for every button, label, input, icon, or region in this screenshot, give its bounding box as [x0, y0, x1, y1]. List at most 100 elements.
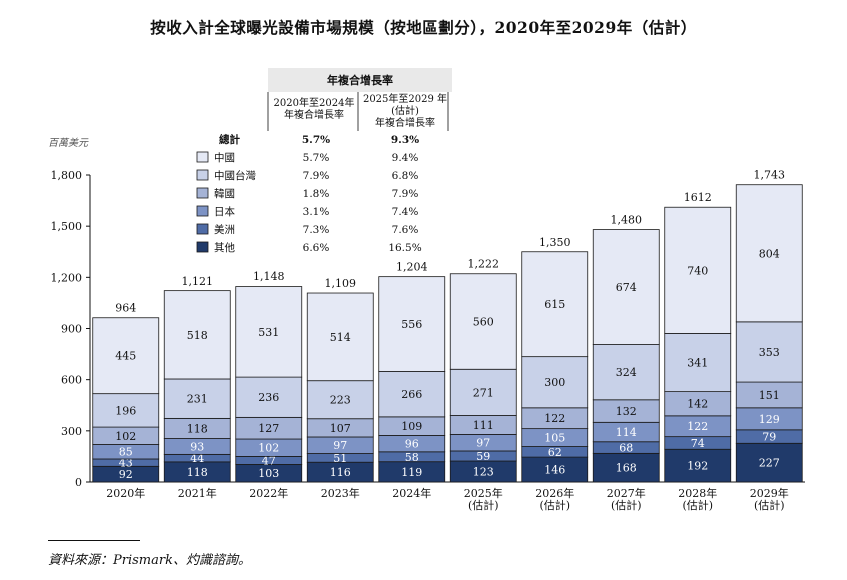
bar-value-label: 514	[330, 331, 351, 344]
bar-value-label: 123	[473, 466, 494, 479]
legend-label: 日本	[214, 205, 235, 218]
bar-value-label: 107	[330, 422, 351, 435]
bar-value-label: 129	[759, 413, 780, 426]
cagr-header: 年複合增長率	[327, 73, 393, 87]
bar-value-label: 300	[544, 376, 565, 389]
bar-segment-korea	[664, 391, 732, 417]
bar-total-label: 1,121	[182, 275, 214, 288]
x-tick-label: 2021年	[178, 486, 217, 500]
cagr-value-2025-2029: 7.9%	[392, 188, 419, 200]
bar-segment-china	[92, 317, 160, 395]
bar-value-label: 85	[119, 446, 133, 459]
cagr-value-2020-2024: 1.8%	[303, 188, 330, 200]
bar-segment-china	[664, 206, 732, 334]
cagr-value-2025-2029: 7.6%	[392, 224, 419, 236]
bar-total-label: 964	[115, 302, 136, 315]
bar-total-label: 1612	[684, 191, 712, 204]
source-note: 資料來源：Prismark、灼識諮詢。	[48, 553, 251, 568]
x-tick-label: 2029年	[750, 486, 789, 500]
bar-total-label: 1,204	[396, 261, 428, 274]
bar-value-label: 44	[190, 452, 204, 465]
bar-value-label: 59	[476, 450, 490, 463]
bar-value-label: 97	[333, 439, 347, 452]
bar-value-label: 62	[548, 446, 562, 459]
bar-value-label: 146	[544, 464, 565, 477]
x-tick-label: (估計)	[468, 498, 499, 512]
cagr-value-2020-2024: 7.3%	[303, 224, 330, 236]
bar-segment-china	[592, 229, 660, 345]
cagr-col2-header: 2025年至2029 年	[363, 92, 447, 105]
bar-segment-taiwan	[664, 333, 732, 393]
bar-value-label: 127	[258, 422, 279, 435]
bar-segment-china	[163, 290, 231, 380]
y-tick-label: 900	[61, 323, 82, 336]
legend-swatch-taiwan	[196, 169, 209, 181]
cagr-value-2025-2029: 9.4%	[392, 152, 419, 164]
y-tick-label: 1,800	[51, 169, 83, 182]
bar-value-label: 804	[759, 247, 780, 260]
bar-total-label: 1,350	[539, 236, 571, 249]
bar-value-label: 740	[687, 264, 708, 277]
bar-value-label: 74	[691, 437, 705, 450]
chart-title: 按收入計全球曝光設備市場規模（按地區劃分），2020年至2029年（估計）	[150, 18, 697, 37]
x-tick-label: 2020年	[106, 486, 145, 500]
bar-segment-taiwan	[235, 376, 303, 418]
bar-total-label: 1,148	[253, 270, 285, 283]
bar-segment-others	[664, 448, 732, 483]
bar-value-label: 271	[473, 386, 494, 399]
bar-value-label: 105	[544, 432, 565, 445]
bar-value-label: 151	[759, 389, 780, 402]
cagr-value-2020-2024: 5.7%	[302, 134, 330, 146]
bar-value-label: 168	[616, 462, 637, 475]
bar-segment-taiwan	[449, 368, 517, 416]
bar-segment-china	[449, 273, 517, 370]
bar-value-label: 445	[115, 350, 136, 363]
bar-segment-china	[378, 276, 446, 372]
bar-stack: 227 79 129 151 353 804 1,743	[735, 169, 803, 483]
bar-value-label: 236	[258, 391, 279, 404]
y-tick-label: 0	[75, 476, 82, 489]
cagr-value-2020-2024: 7.9%	[303, 170, 330, 182]
cagr-col2-header: (估計)	[391, 104, 419, 117]
bar-value-label: 674	[616, 281, 637, 294]
bar-value-label: 518	[187, 329, 208, 342]
cagr-value-2025-2029: 7.4%	[392, 206, 419, 218]
x-tick-label: 2024年	[392, 486, 431, 500]
cagr-row-label: 總計	[219, 133, 240, 146]
bar-value-label: 96	[405, 438, 419, 451]
bar-segment-taiwan	[378, 371, 446, 418]
bar-value-label: 556	[401, 318, 422, 331]
bar-segment-china	[235, 286, 303, 378]
legend-label: 美洲	[214, 223, 235, 236]
bar-total-label: 1,743	[754, 169, 786, 182]
bar-segment-taiwan	[735, 321, 803, 383]
legend-swatch-usa	[196, 223, 209, 235]
cagr-col1-header: 2020年至2024年	[274, 96, 355, 109]
legend-label: 中國台灣	[214, 169, 256, 182]
bar-value-label: 142	[687, 398, 708, 411]
bar-stack: 192 74 122 142 341 740 1612	[664, 191, 732, 483]
cagr-value-2025-2029: 6.8%	[392, 170, 419, 182]
bar-value-label: 119	[401, 466, 422, 479]
bar-value-label: 114	[616, 426, 637, 439]
cagr-value-2020-2024: 6.6%	[303, 242, 330, 254]
legend-swatch-korea	[196, 187, 209, 199]
cagr-value-2025-2029: 9.3%	[391, 134, 419, 146]
y-tick-label: 1,200	[51, 271, 83, 284]
bar-value-label: 231	[187, 393, 208, 406]
cagr-value-2020-2024: 5.7%	[303, 152, 330, 164]
bar-value-label: 102	[258, 442, 279, 455]
bar-value-label: 560	[473, 316, 494, 329]
bar-value-label: 196	[115, 404, 136, 417]
bar-value-label: 93	[190, 440, 204, 453]
cagr-header-bg	[268, 68, 452, 92]
x-tick-label: 2028年	[678, 486, 717, 500]
legend-label: 韓國	[214, 188, 235, 200]
bar-segment-taiwan	[92, 393, 160, 428]
bar-value-label: 47	[262, 454, 276, 467]
